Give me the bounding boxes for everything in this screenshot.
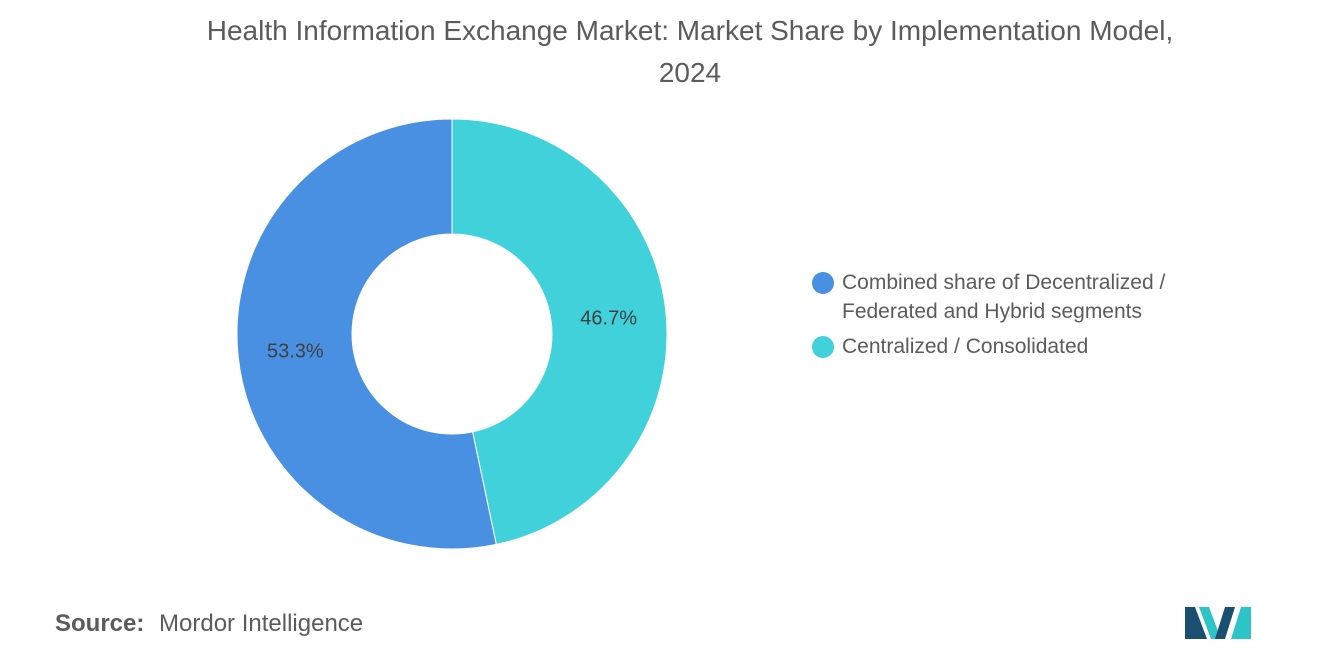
legend-swatch-combined-share	[812, 272, 834, 294]
chart-title: Health Information Exchange Market: Mark…	[90, 10, 1290, 94]
legend-item-combined-share: Combined share of Decentralized / Federa…	[812, 268, 1232, 326]
donut-labels: 46.7% 53.3%	[267, 308, 637, 363]
source-credit: Source: Mordor Intelligence	[55, 610, 363, 638]
chart-legend: Combined share of Decentralized / Federa…	[812, 268, 1232, 367]
legend-label-combined-line-2: Federated and Hybrid segments	[842, 300, 1142, 323]
donut-label-combined-share: 53.3%	[267, 340, 324, 362]
donut-slice-combined-share	[236, 118, 497, 550]
source-value: Mordor Intelligence	[159, 610, 364, 637]
chart-title-line-2: 2024	[658, 57, 722, 88]
donut-slice-centralized	[451, 118, 668, 545]
mordor-intelligence-logo-icon	[1185, 607, 1251, 639]
legend-label-combined-line-1: Combined share of Decentralized /	[842, 271, 1166, 294]
donut-slices	[236, 118, 668, 550]
donut-label-centralized: 46.7%	[580, 308, 637, 330]
legend-label-centralized: Centralized / Consolidated	[842, 335, 1089, 358]
source-label: Source:	[55, 610, 145, 637]
legend-swatch-centralized	[812, 336, 834, 358]
chart-title-line-1: Health Information Exchange Market: Mark…	[206, 15, 1174, 46]
legend-item-centralized: Centralized / Consolidated	[812, 332, 1232, 361]
